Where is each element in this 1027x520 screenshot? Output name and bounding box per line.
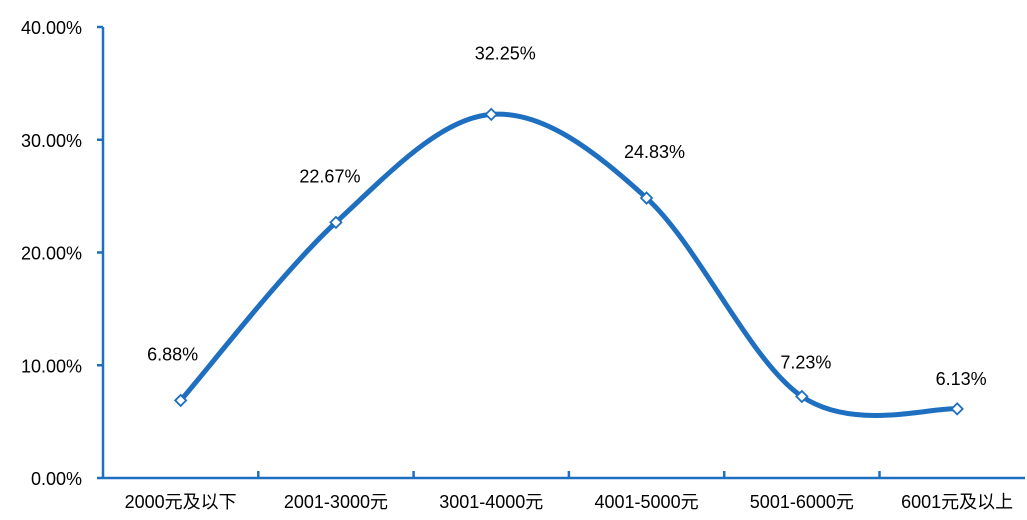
data-point-marker (639, 191, 654, 205)
y-tick-label: 40.00% (21, 18, 82, 38)
x-tick-label: 4001-5000元 (595, 492, 699, 512)
x-tick-labels: 2000元及以下 2001-3000元 3001-4000元 4001-5000元 50… (125, 492, 1014, 512)
x-tick-label: 2000元及以下 (125, 492, 237, 512)
data-point-marker (484, 107, 499, 122)
y-tick-label: 0.00% (31, 469, 82, 489)
data-point-marker (795, 389, 809, 404)
data-label: 32.25% (475, 43, 536, 63)
series-line (178, 111, 960, 418)
data-label: 7.23% (780, 352, 831, 372)
x-tick-label: 3001-4000元 (439, 492, 543, 512)
data-point-marker (173, 393, 188, 408)
data-label: 24.83% (624, 142, 685, 162)
data-label: 22.67% (299, 166, 360, 186)
y-tick-label: 20.00% (21, 244, 82, 264)
y-tick-labels: 0.00% 10.00% 20.00% 30.00% 40.00% (21, 18, 82, 489)
data-point-marker (329, 215, 343, 230)
data-label: 6.88% (147, 344, 198, 364)
data-labels: 6.88% 22.67% 32.25% 24.83% 7.23% 6.13% (147, 43, 987, 389)
x-tick-label: 6001元及以上 (901, 492, 1013, 512)
data-label: 6.13% (936, 369, 987, 389)
x-tick-label: 2001-3000元 (284, 492, 388, 512)
y-tick-label: 30.00% (21, 131, 82, 151)
axes (97, 25, 1025, 480)
data-markers (173, 107, 964, 416)
data-point-marker (950, 402, 964, 416)
y-tick-label: 10.00% (21, 356, 82, 376)
x-tick-label: 5001-6000元 (750, 492, 854, 512)
